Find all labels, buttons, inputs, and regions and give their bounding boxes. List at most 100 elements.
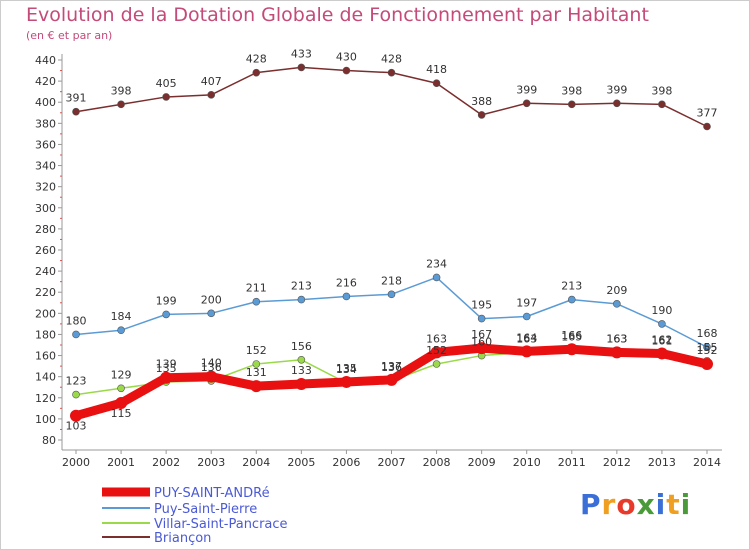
series-layer <box>70 63 713 422</box>
x-tick-label: 2001 <box>107 456 135 469</box>
x-tick-label: 2010 <box>513 456 541 469</box>
series-point-0 <box>250 380 263 393</box>
series-point-1 <box>117 326 125 335</box>
data-label: 152 <box>426 344 447 357</box>
series-point-0 <box>520 345 533 358</box>
data-label: 155 <box>697 341 718 354</box>
y-tick-label: 140 <box>35 371 56 384</box>
proxiti-logo: Proxiti <box>580 488 691 521</box>
series-point-1 <box>207 309 216 318</box>
data-label: 139 <box>156 358 177 371</box>
data-label: 136 <box>381 361 402 374</box>
legend-label: Villar-Saint-Pancrace <box>154 517 288 532</box>
y-tick-label: 380 <box>35 117 56 130</box>
data-label: 163 <box>516 332 537 345</box>
data-label: 168 <box>697 327 718 340</box>
series-point-1 <box>162 310 170 319</box>
series-point-3 <box>207 91 216 99</box>
y-tick-label: 340 <box>35 160 56 173</box>
data-label: 167 <box>471 328 492 341</box>
data-label: 213 <box>561 280 582 293</box>
series-point-3 <box>613 99 621 108</box>
y-tick-label: 260 <box>35 244 56 257</box>
series-point-1 <box>703 343 711 351</box>
series-point-3 <box>342 66 351 75</box>
data-label: 234 <box>426 257 447 270</box>
data-label: 209 <box>606 284 627 297</box>
y-tick-label: 400 <box>35 96 56 109</box>
y-tick-label: 240 <box>35 265 56 278</box>
series-point-0 <box>655 347 668 360</box>
y-tick-label: 120 <box>35 392 56 405</box>
x-tick-label: 2004 <box>242 456 270 469</box>
axes: 80 100 120 140 160 180 200 220 240 260 280 300 320 34… <box>35 54 722 469</box>
series-point-0 <box>205 370 218 383</box>
data-label: 160 <box>471 336 492 349</box>
series-point-3 <box>117 100 125 109</box>
data-label: 213 <box>291 280 312 293</box>
data-label: 135 <box>336 362 357 375</box>
y-tick-label: 300 <box>35 202 56 215</box>
legend-label: Puy-Saint-Pierre <box>154 502 257 517</box>
data-label: 184 <box>111 310 132 323</box>
series-point-2 <box>117 384 125 393</box>
data-label: 200 <box>201 293 222 306</box>
y-tick-label: 280 <box>35 223 56 236</box>
series-point-0 <box>565 343 578 356</box>
logo-letter: x <box>636 488 656 521</box>
legend-label: Briançon <box>154 531 211 546</box>
series-point-1 <box>387 290 396 299</box>
series-point-1 <box>72 330 80 339</box>
data-label: 162 <box>651 333 672 346</box>
x-tick-label: 2009 <box>468 456 496 469</box>
data-label: 129 <box>111 368 132 381</box>
series-point-0 <box>340 375 353 388</box>
series-point-1 <box>297 295 306 304</box>
data-label: 398 <box>561 84 582 97</box>
data-label: 123 <box>66 375 87 388</box>
y-tick-label: 320 <box>35 181 56 194</box>
series-point-1 <box>252 297 261 306</box>
data-label: 161 <box>651 335 672 348</box>
series-point-1 <box>432 273 441 282</box>
series-point-1 <box>342 292 351 301</box>
y-tick-label: 360 <box>35 138 56 151</box>
data-label: 399 <box>606 83 627 96</box>
series-point-0 <box>70 409 82 422</box>
series-point-0 <box>385 373 398 386</box>
data-label: 165 <box>561 330 582 343</box>
series-point-1 <box>567 295 576 304</box>
series-point-2 <box>252 360 261 368</box>
x-tick-label: 2007 <box>378 456 406 469</box>
y-tick-label: 220 <box>35 286 56 299</box>
data-label: 398 <box>651 84 672 97</box>
y-tick-label: 80 <box>42 434 56 447</box>
data-label: 163 <box>426 332 447 345</box>
y-tick-label: 200 <box>35 307 56 320</box>
series-point-3 <box>432 79 441 88</box>
data-label: 195 <box>471 299 492 312</box>
data-label: 152 <box>246 344 267 357</box>
data-label: 164 <box>516 331 537 344</box>
series-point-3 <box>567 100 576 109</box>
data-label: 391 <box>66 92 87 105</box>
series-point-3 <box>522 99 531 108</box>
data-label: 180 <box>66 314 87 327</box>
y-tick-label: 440 <box>35 54 56 67</box>
data-label: 418 <box>426 63 447 76</box>
legend: PUY-SAINT-ANDRéPuy-Saint-PierreVillar-Sa… <box>102 486 288 546</box>
logo-letter: P <box>580 488 602 521</box>
logo-letter: o <box>616 488 637 521</box>
data-label: 407 <box>201 75 222 88</box>
data-label: 218 <box>381 274 402 287</box>
data-label: 103 <box>66 420 87 433</box>
data-label: 433 <box>291 47 312 60</box>
data-label: 211 <box>246 282 267 295</box>
data-label: 136 <box>201 361 222 374</box>
series-point-1 <box>613 300 621 308</box>
data-label: 140 <box>201 357 222 370</box>
series-point-3 <box>297 63 306 72</box>
data-label: 377 <box>697 107 718 120</box>
series-point-2 <box>72 390 80 399</box>
